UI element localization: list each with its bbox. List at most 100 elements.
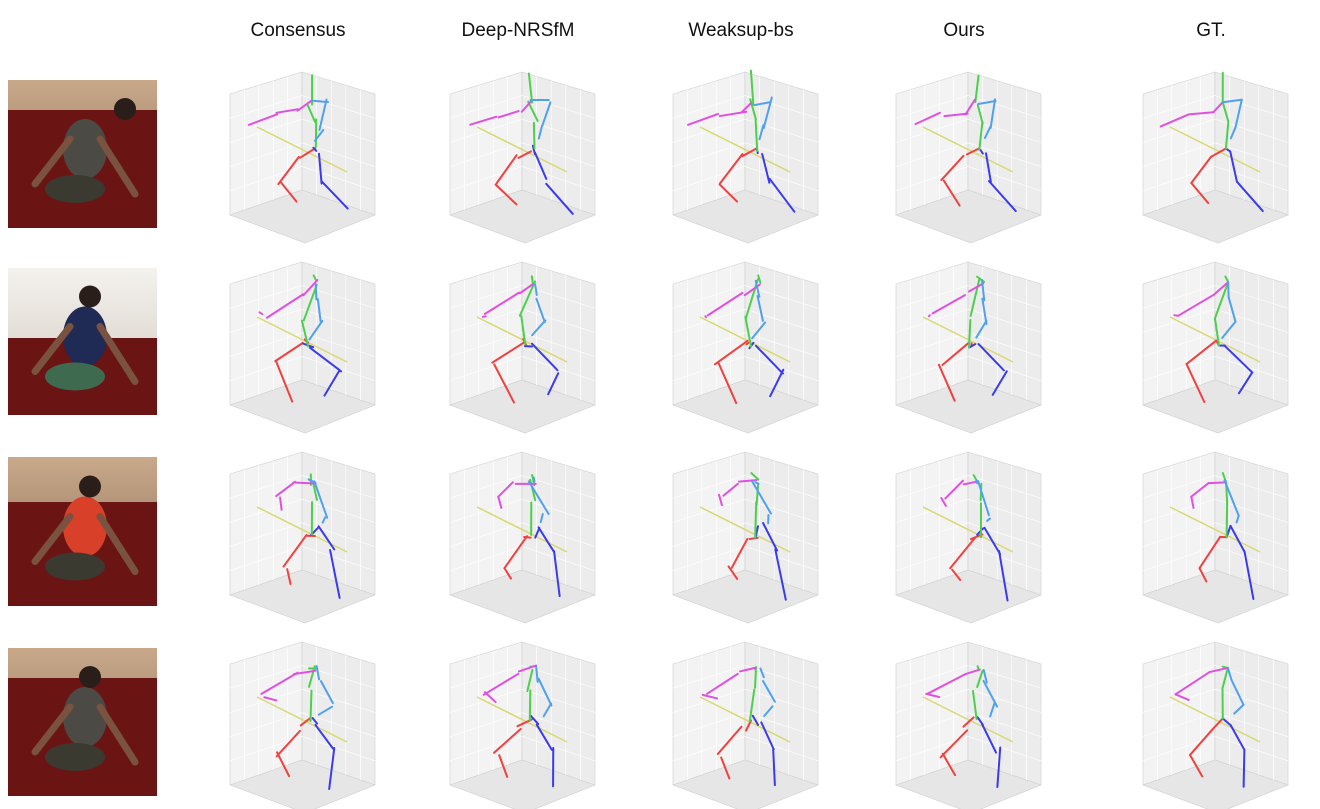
bone	[964, 98, 976, 116]
bone	[282, 534, 308, 568]
plot-grid	[967, 712, 1042, 737]
bone	[1229, 126, 1237, 140]
plot-grid	[744, 712, 819, 737]
plot-grid	[449, 665, 523, 689]
bone	[539, 513, 544, 524]
bone	[497, 481, 514, 498]
bone	[748, 688, 756, 723]
bone	[279, 496, 283, 511]
bone	[1233, 703, 1245, 715]
plot-grid	[672, 475, 746, 499]
photo-head	[114, 98, 136, 120]
bone	[768, 177, 796, 213]
bone	[1234, 98, 1243, 129]
plot-grid	[1142, 475, 1216, 499]
bone	[1185, 339, 1218, 366]
plot-grid	[449, 332, 523, 357]
plot-grid	[449, 475, 523, 499]
plot-grid	[301, 736, 376, 762]
column-header: Consensus	[250, 20, 345, 41]
plot-grid	[672, 546, 746, 572]
plot-grid	[895, 285, 969, 309]
bone	[321, 516, 327, 524]
plot-grid	[1142, 546, 1216, 572]
photo-legs	[45, 743, 105, 771]
bone	[1237, 371, 1254, 395]
bone	[535, 665, 539, 683]
bone	[949, 536, 977, 570]
plot-grid	[229, 166, 303, 192]
plot-grid	[229, 332, 303, 357]
plot-grid	[744, 546, 819, 572]
plot-grid	[744, 736, 819, 762]
bone	[534, 151, 548, 180]
plot-grid	[967, 688, 1042, 713]
bone	[535, 723, 553, 751]
bone	[318, 98, 328, 131]
plot-floor	[449, 379, 596, 434]
photo-arm	[31, 323, 74, 375]
plot-grid	[744, 688, 819, 713]
bone	[526, 668, 534, 693]
bone	[716, 725, 743, 756]
plot-grid	[229, 475, 303, 499]
plot-grid	[1142, 665, 1216, 689]
plot-grid	[521, 332, 596, 357]
bone	[1221, 320, 1237, 340]
plot-grid	[1142, 356, 1216, 382]
bone	[757, 274, 762, 285]
bone	[308, 319, 324, 341]
bone	[531, 319, 547, 337]
bone	[1224, 120, 1230, 150]
bone	[300, 319, 310, 348]
bone	[989, 98, 996, 129]
bone	[491, 341, 526, 364]
plot-grid	[229, 665, 303, 689]
plot-grid	[895, 142, 969, 167]
photo-torso	[63, 496, 107, 557]
column-header: Weaksup-bs	[688, 20, 793, 41]
bone	[275, 729, 301, 758]
ground-line	[1169, 696, 1261, 743]
bone	[940, 497, 947, 507]
bone	[1177, 293, 1216, 317]
photo-arm	[31, 135, 74, 188]
ground-line	[256, 696, 348, 743]
bone	[976, 665, 980, 671]
bone	[313, 480, 329, 519]
plot-grid	[229, 546, 303, 572]
bone	[968, 343, 977, 349]
plot-grid	[1214, 546, 1289, 572]
photo-head	[79, 475, 101, 498]
bone	[1223, 479, 1240, 517]
plot-grid	[967, 356, 1042, 382]
bone	[317, 705, 334, 716]
bone	[748, 536, 759, 540]
ground-line	[922, 316, 1014, 363]
bone	[497, 110, 520, 119]
bone	[754, 481, 760, 485]
bone	[534, 283, 538, 296]
bone	[1189, 753, 1204, 778]
bone	[727, 565, 739, 580]
plot-grid	[672, 522, 746, 547]
bone	[528, 689, 532, 723]
bone	[532, 476, 536, 483]
bone	[520, 100, 533, 113]
bone	[750, 480, 772, 515]
plot-grid	[1214, 285, 1289, 309]
plot-grid	[672, 142, 746, 167]
photo-head	[79, 666, 101, 688]
bone	[758, 123, 765, 141]
plot-grid	[672, 166, 746, 192]
bone	[763, 705, 774, 717]
bone	[940, 154, 965, 182]
plot-floor	[229, 569, 376, 624]
bone	[983, 125, 992, 139]
bone	[537, 124, 544, 140]
bone	[980, 722, 998, 754]
plot-floor	[895, 379, 1042, 434]
plot-grid	[672, 95, 746, 119]
bone	[503, 535, 529, 570]
skeleton-plot	[895, 261, 1042, 434]
